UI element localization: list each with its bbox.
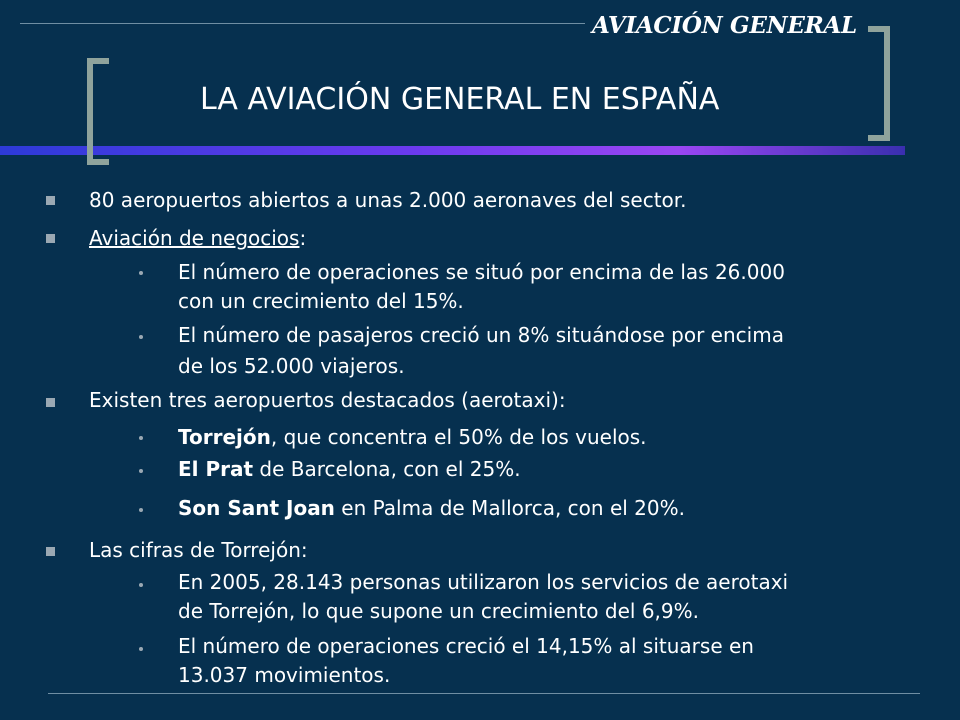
bullet-dot-icon (139, 647, 143, 651)
sub-bullet-el-prat: El Prat de Barcelona, con el 25%. (178, 455, 521, 484)
bullet-dot-icon (139, 508, 143, 512)
left-bracket-decoration (87, 58, 109, 165)
bullet-square-icon (46, 547, 55, 556)
bullet-airports: 80 aeropuertos abiertos a unas 2.000 aer… (89, 188, 687, 212)
bullet-dot-icon (139, 469, 143, 473)
top-rule (20, 23, 585, 24)
bullet-dot-icon (139, 335, 143, 339)
slide-title: LA AVIACIÓN GENERAL EN ESPAÑA (200, 82, 720, 117)
operations-line-1: El número de operaciones se situó por en… (178, 260, 785, 284)
bottom-rule (48, 693, 920, 694)
sub-bullet-operations: El número de operaciones se situó por en… (178, 258, 785, 316)
el-prat-name: El Prat (178, 457, 254, 481)
torrejon-name: Torrejón (178, 425, 271, 449)
son-sant-joan-name: Son Sant Joan (178, 496, 335, 520)
el-prat-detail: de Barcelona, con el 25%. (253, 457, 521, 481)
bullet-dot-icon (139, 436, 143, 440)
torrejon-detail: , que concentra el 50% de los vuelos. (270, 425, 647, 449)
operations-growth-line-1: El número de operaciones creció el 14,15… (178, 634, 754, 658)
sub-bullet-operations-growth: El número de operaciones creció el 14,15… (178, 632, 754, 690)
son-sant-joan-detail: en Palma de Mallorca, con el 20%. (334, 496, 685, 520)
sub-bullet-son-sant-joan: Son Sant Joan en Palma de Mallorca, con … (178, 494, 685, 523)
bullet-dot-icon (139, 271, 143, 275)
bullet-three-airports: Existen tres aeropuertos destacados (aer… (89, 388, 566, 412)
sub-bullet-passengers-2005: En 2005, 28.143 personas utilizaron los … (178, 568, 788, 626)
accent-bar (0, 146, 905, 155)
sub-bullet-passengers: El número de pasajeros creció un 8% situ… (178, 320, 784, 382)
business-aviation-suffix: : (299, 226, 307, 250)
operations-line-2: con un crecimiento del 15%. (178, 289, 464, 313)
bullet-square-icon (46, 234, 55, 243)
passengers-2005-line-2: de Torrejón, lo que supone un crecimient… (178, 599, 699, 623)
section-label: AVIACIÓN GENERAL (592, 12, 857, 39)
passengers-line-2: de los 52.000 viajeros. (178, 354, 405, 378)
bullet-square-icon (46, 196, 55, 205)
operations-growth-line-2: 13.037 movimientos. (178, 663, 391, 687)
right-bracket-decoration (868, 26, 890, 141)
bullet-business-aviation: Aviación de negocios: (89, 224, 306, 253)
bullet-torrejon-figures: Las cifras de Torrejón: (89, 538, 308, 562)
bullet-dot-icon (139, 583, 143, 587)
passengers-line-1: El número de pasajeros creció un 8% situ… (178, 323, 784, 347)
sub-bullet-torrejon: Torrejón, que concentra el 50% de los vu… (178, 423, 647, 452)
passengers-2005-line-1: En 2005, 28.143 personas utilizaron los … (178, 570, 789, 594)
bullet-square-icon (46, 398, 55, 407)
business-aviation-link[interactable]: Aviación de negocios (89, 226, 300, 250)
